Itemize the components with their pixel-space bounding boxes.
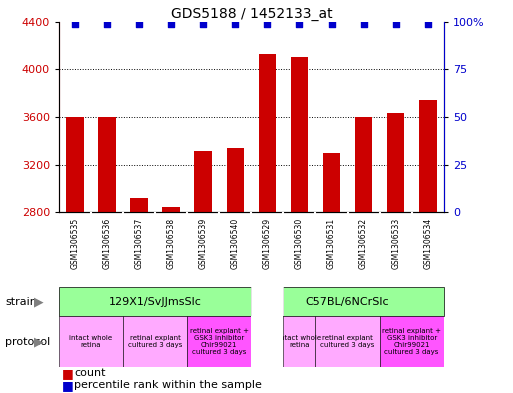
Text: ■: ■ <box>62 367 73 380</box>
Text: 129X1/SvJJmsSlc: 129X1/SvJJmsSlc <box>109 297 202 307</box>
Text: GSM1306533: GSM1306533 <box>391 218 400 270</box>
FancyBboxPatch shape <box>123 316 187 367</box>
FancyBboxPatch shape <box>315 316 380 367</box>
Text: GSM1306537: GSM1306537 <box>134 218 144 270</box>
Text: GSM1306539: GSM1306539 <box>199 218 208 270</box>
FancyBboxPatch shape <box>251 287 283 316</box>
Bar <box>227 148 244 212</box>
Text: GSM1306530: GSM1306530 <box>295 218 304 270</box>
Text: retinal explant
cultured 3 days: retinal explant cultured 3 days <box>128 335 182 349</box>
Text: ▶: ▶ <box>34 335 44 349</box>
Text: strain: strain <box>5 297 37 307</box>
Bar <box>387 113 404 212</box>
Point <box>167 20 175 27</box>
Point <box>231 20 240 27</box>
Bar <box>291 57 308 212</box>
Bar <box>323 152 340 212</box>
Text: count: count <box>74 368 106 378</box>
Point <box>135 20 143 27</box>
Text: retinal explant
cultured 3 days: retinal explant cultured 3 days <box>321 335 374 349</box>
Point <box>295 20 304 27</box>
Point <box>103 20 111 27</box>
Bar <box>355 117 372 212</box>
Text: GSM1306538: GSM1306538 <box>167 218 176 269</box>
Text: GSM1306532: GSM1306532 <box>359 218 368 269</box>
FancyBboxPatch shape <box>59 316 123 367</box>
Text: intact whole
retina: intact whole retina <box>278 335 321 349</box>
Text: GSM1306531: GSM1306531 <box>327 218 336 269</box>
FancyBboxPatch shape <box>283 316 315 367</box>
Text: retinal explant +
GSK3 inhibitor
Chir99021
cultured 3 days: retinal explant + GSK3 inhibitor Chir990… <box>382 329 441 355</box>
Point <box>263 20 271 27</box>
Bar <box>419 100 437 212</box>
FancyBboxPatch shape <box>187 316 251 367</box>
Text: GSM1306534: GSM1306534 <box>423 218 432 270</box>
Point <box>327 20 336 27</box>
Point <box>71 20 79 27</box>
FancyBboxPatch shape <box>283 287 444 316</box>
Point <box>199 20 207 27</box>
FancyBboxPatch shape <box>251 316 283 367</box>
FancyBboxPatch shape <box>59 287 251 316</box>
Bar <box>259 54 276 212</box>
Point <box>391 20 400 27</box>
Text: GSM1306536: GSM1306536 <box>103 218 112 270</box>
Text: C57BL/6NCrSlc: C57BL/6NCrSlc <box>306 297 389 307</box>
Bar <box>98 117 116 212</box>
Bar <box>194 151 212 212</box>
Title: GDS5188 / 1452133_at: GDS5188 / 1452133_at <box>170 7 332 20</box>
Text: GSM1306535: GSM1306535 <box>70 218 80 270</box>
Text: percentile rank within the sample: percentile rank within the sample <box>74 380 262 390</box>
Point <box>360 20 368 27</box>
Text: ▶: ▶ <box>34 295 44 309</box>
Text: ■: ■ <box>62 378 73 392</box>
Text: GSM1306540: GSM1306540 <box>231 218 240 270</box>
Text: GSM1306529: GSM1306529 <box>263 218 272 269</box>
Point <box>424 20 432 27</box>
Text: retinal explant +
GSK3 inhibitor
Chir99021
cultured 3 days: retinal explant + GSK3 inhibitor Chir990… <box>190 329 249 355</box>
Bar <box>130 198 148 212</box>
Bar <box>66 117 84 212</box>
Bar <box>163 208 180 212</box>
Text: protocol: protocol <box>5 337 50 347</box>
FancyBboxPatch shape <box>380 316 444 367</box>
Text: intact whole
retina: intact whole retina <box>69 335 113 349</box>
